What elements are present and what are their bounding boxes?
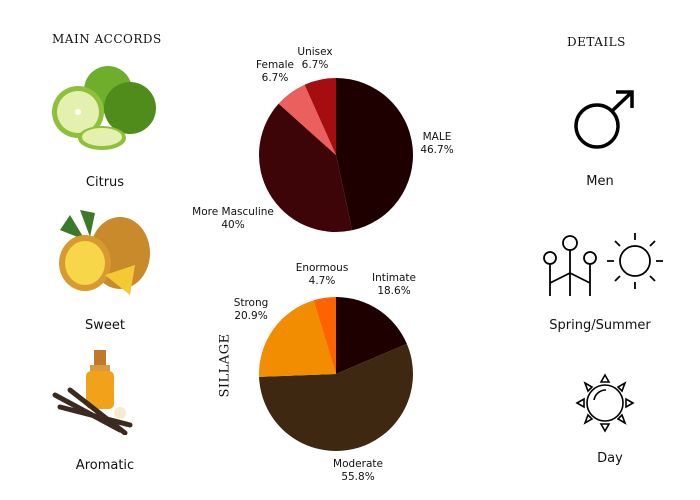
pie-slice-intimate [336, 297, 407, 374]
citrus-fruit-image [52, 66, 156, 150]
pie-slice-unisex [304, 78, 336, 155]
pie-slice-more-masculine [258, 103, 353, 232]
sillage-title: SILLAGE [217, 333, 233, 398]
pie-slice-female [278, 84, 336, 155]
pie-label-moderate: Moderate 55.8% [333, 458, 383, 483]
pie-slice-enormous [313, 297, 336, 374]
pie-label-unisex: Unisex 6.7% [297, 46, 333, 71]
detail-season-label: Spring/Summer [549, 318, 651, 333]
pineapple-image [59, 210, 150, 295]
male-symbol-icon [574, 90, 634, 149]
detail-time-label: Day [597, 451, 623, 466]
detail-men-label: Men [586, 174, 614, 189]
vanilla-oil-image [52, 350, 133, 435]
pie-label-strong: Strong 20.9% [233, 297, 269, 322]
pie-label-more-masculine: More Masculine 40% [192, 206, 274, 231]
pie-label-male: MALE 46.7% [420, 131, 454, 156]
sun-icon [575, 373, 635, 433]
pie-label-intimate: Intimate 18.6% [371, 272, 417, 297]
accord-citrus-label: Citrus [85, 175, 125, 190]
accord-sweet-label: Sweet [85, 318, 125, 333]
pie-label-enormous: Enormous 4.7% [295, 262, 349, 287]
pie-slice-male [336, 78, 414, 231]
details-heading: DETAILS [567, 35, 626, 49]
pie-slice-moderate [259, 343, 413, 451]
pie-label-female: Female 6.7% [256, 59, 294, 84]
accord-aromatic-label: Aromatic [75, 458, 135, 473]
main-accords-heading: MAIN ACCORDS [52, 32, 162, 46]
flowers-sun-icon [543, 233, 663, 296]
pie-slice-strong [259, 300, 336, 377]
